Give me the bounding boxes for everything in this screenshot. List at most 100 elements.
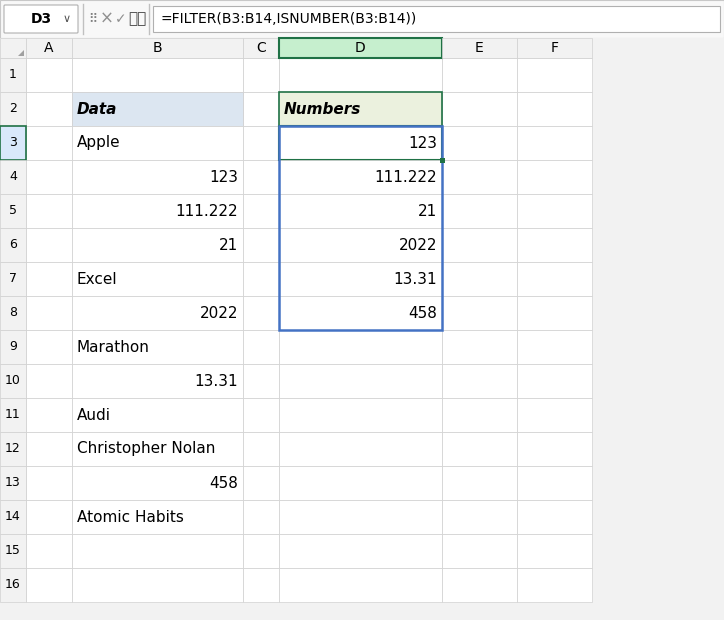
Bar bbox=[279, 92, 442, 126]
Bar bbox=[0, 466, 26, 500]
Bar bbox=[439, 157, 445, 162]
Bar bbox=[243, 38, 279, 58]
FancyBboxPatch shape bbox=[4, 5, 78, 33]
Bar bbox=[26, 38, 72, 58]
Bar bbox=[72, 296, 243, 330]
Bar bbox=[26, 432, 72, 466]
Text: 13.31: 13.31 bbox=[393, 272, 437, 286]
Bar bbox=[0, 262, 26, 296]
Bar bbox=[26, 194, 72, 228]
Bar bbox=[442, 568, 517, 602]
Bar bbox=[243, 160, 279, 194]
Bar bbox=[243, 126, 279, 160]
Bar bbox=[279, 38, 442, 58]
Text: Marathon: Marathon bbox=[77, 340, 150, 355]
Bar bbox=[26, 466, 72, 500]
Text: 21: 21 bbox=[219, 237, 238, 252]
Text: C: C bbox=[256, 41, 266, 55]
Text: 13.31: 13.31 bbox=[194, 373, 238, 389]
Bar bbox=[72, 398, 243, 432]
Text: 5: 5 bbox=[9, 205, 17, 218]
Bar bbox=[279, 58, 442, 92]
Bar bbox=[517, 568, 592, 602]
Bar bbox=[72, 228, 243, 262]
Bar bbox=[442, 194, 517, 228]
Bar bbox=[0, 160, 26, 194]
Bar bbox=[279, 296, 442, 330]
Bar bbox=[517, 432, 592, 466]
Text: E: E bbox=[475, 41, 484, 55]
Bar bbox=[0, 38, 724, 58]
Bar bbox=[517, 160, 592, 194]
Bar bbox=[72, 262, 243, 296]
Bar bbox=[26, 126, 72, 160]
Text: 15: 15 bbox=[5, 544, 21, 557]
Bar bbox=[442, 58, 517, 92]
Text: 123: 123 bbox=[408, 136, 437, 151]
Text: D3: D3 bbox=[30, 12, 51, 26]
Text: 6: 6 bbox=[9, 239, 17, 252]
Bar bbox=[442, 534, 517, 568]
Bar bbox=[279, 262, 442, 296]
Bar bbox=[0, 500, 26, 534]
Text: 7: 7 bbox=[9, 273, 17, 285]
Text: ×: × bbox=[100, 10, 114, 28]
Bar bbox=[0, 398, 26, 432]
Bar bbox=[0, 126, 26, 160]
Text: 458: 458 bbox=[209, 476, 238, 490]
Text: 3: 3 bbox=[9, 136, 17, 149]
Bar bbox=[243, 58, 279, 92]
Bar bbox=[72, 38, 243, 58]
Text: ∨: ∨ bbox=[63, 14, 71, 24]
Bar bbox=[26, 228, 72, 262]
Text: =FILTER(B3:B14,ISNUMBER(B3:B14)): =FILTER(B3:B14,ISNUMBER(B3:B14)) bbox=[161, 12, 417, 26]
Bar bbox=[442, 126, 517, 160]
Bar bbox=[72, 92, 243, 126]
Text: ⠿: ⠿ bbox=[88, 12, 98, 25]
Bar bbox=[72, 194, 243, 228]
Bar bbox=[517, 364, 592, 398]
Bar bbox=[279, 534, 442, 568]
Bar bbox=[279, 194, 442, 228]
Text: A: A bbox=[44, 41, 54, 55]
Bar bbox=[517, 262, 592, 296]
Bar bbox=[442, 228, 517, 262]
Bar bbox=[442, 296, 517, 330]
Bar bbox=[517, 92, 592, 126]
Text: 12: 12 bbox=[5, 443, 21, 456]
Bar bbox=[442, 432, 517, 466]
Bar bbox=[0, 194, 26, 228]
Bar bbox=[517, 466, 592, 500]
Bar bbox=[279, 432, 442, 466]
Bar bbox=[243, 262, 279, 296]
Text: 𝑓𝑥: 𝑓𝑥 bbox=[128, 12, 146, 27]
Text: 9: 9 bbox=[9, 340, 17, 353]
Bar bbox=[279, 296, 442, 330]
Bar bbox=[0, 534, 26, 568]
Bar bbox=[0, 92, 26, 126]
Bar bbox=[517, 38, 592, 58]
Bar bbox=[72, 500, 243, 534]
Bar bbox=[442, 466, 517, 500]
Bar bbox=[72, 432, 243, 466]
Bar bbox=[26, 364, 72, 398]
Text: Christopher Nolan: Christopher Nolan bbox=[77, 441, 215, 456]
Text: 8: 8 bbox=[9, 306, 17, 319]
Bar bbox=[26, 160, 72, 194]
Bar bbox=[517, 228, 592, 262]
Bar bbox=[72, 262, 243, 296]
Bar bbox=[0, 228, 26, 262]
Bar bbox=[0, 58, 26, 92]
Polygon shape bbox=[18, 50, 24, 56]
Bar bbox=[26, 58, 72, 92]
Bar bbox=[72, 568, 243, 602]
Bar bbox=[72, 296, 243, 330]
Text: D: D bbox=[355, 41, 366, 55]
Bar bbox=[153, 6, 720, 32]
Bar bbox=[26, 330, 72, 364]
Bar bbox=[72, 364, 243, 398]
Bar bbox=[26, 398, 72, 432]
Bar bbox=[243, 194, 279, 228]
Text: 2: 2 bbox=[9, 102, 17, 115]
Bar bbox=[72, 466, 243, 500]
